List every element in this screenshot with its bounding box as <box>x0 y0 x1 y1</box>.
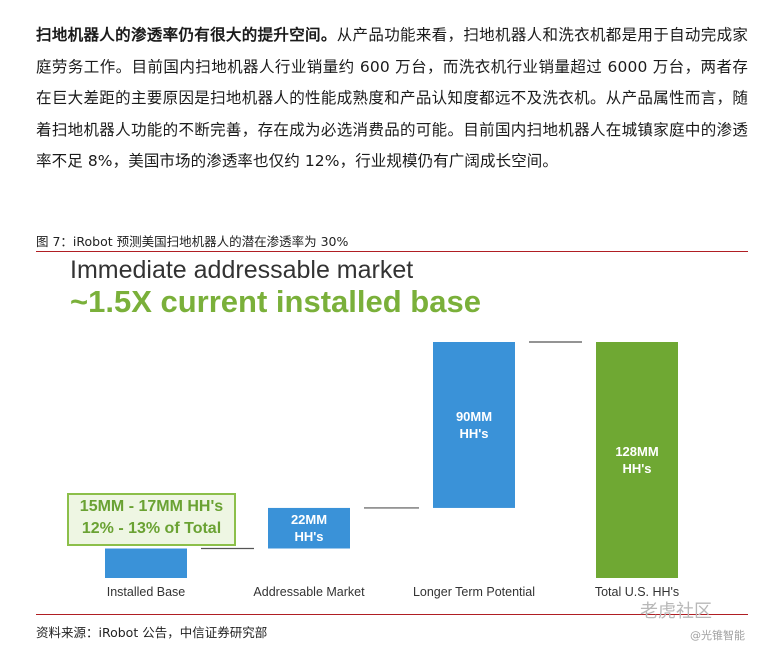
bar-value-label-3-2: HH's <box>459 426 488 441</box>
watermark-handle: @光锥智能 <box>690 629 745 642</box>
bar-value-label-4-1: 128MM <box>615 444 658 459</box>
category-label-1: Installed Base <box>107 585 186 599</box>
bar-value-label-4-2: HH's <box>622 461 651 476</box>
category-label-2: Addressable Market <box>253 585 365 599</box>
paragraph-body: 从产品功能来看，扫地机器人和洗衣机都是用于自动完成家庭劳务工作。目前国内扫地机器… <box>36 26 748 170</box>
figure-caption: 图 7：iRobot 预测美国扫地机器人的潜在渗透率为 30% <box>36 234 349 249</box>
bar-4 <box>596 342 678 578</box>
chart-subtitle: ~1.5X current installed base <box>70 284 481 319</box>
callout-line2: 12% - 13% of Total <box>81 520 222 537</box>
bar-1 <box>105 548 187 578</box>
category-label-4: Total U.S. HH's <box>595 585 679 599</box>
callout-line1: 15MM - 17MM HH's <box>79 498 224 515</box>
bar-2 <box>268 507 350 549</box>
bar-3 <box>433 342 515 508</box>
category-label-3: Longer Term Potential <box>413 585 535 599</box>
chart-title: Immediate addressable market <box>70 256 414 284</box>
bar-value-label-2-2: HH's <box>294 529 323 544</box>
source-rule <box>36 614 748 615</box>
paragraph-lead: 扫地机器人的渗透率仍有很大的提升空间。 <box>36 26 337 44</box>
watermark-brand: 老虎社区 <box>640 601 712 622</box>
installed-base-callout: 15MM - 17MM HH's 12% - 13% of Total <box>67 493 236 546</box>
caption-rule <box>36 251 748 252</box>
bar-value-label-3-1: 90MM <box>456 409 492 424</box>
bar-value-label-2-1: 22MM <box>291 512 327 527</box>
source-note: 资料来源：iRobot 公告，中信证券研究部 <box>36 625 268 640</box>
body-paragraph: 扫地机器人的渗透率仍有很大的提升空间。从产品功能来看，扫地机器人和洗衣机都是用于… <box>36 20 748 178</box>
